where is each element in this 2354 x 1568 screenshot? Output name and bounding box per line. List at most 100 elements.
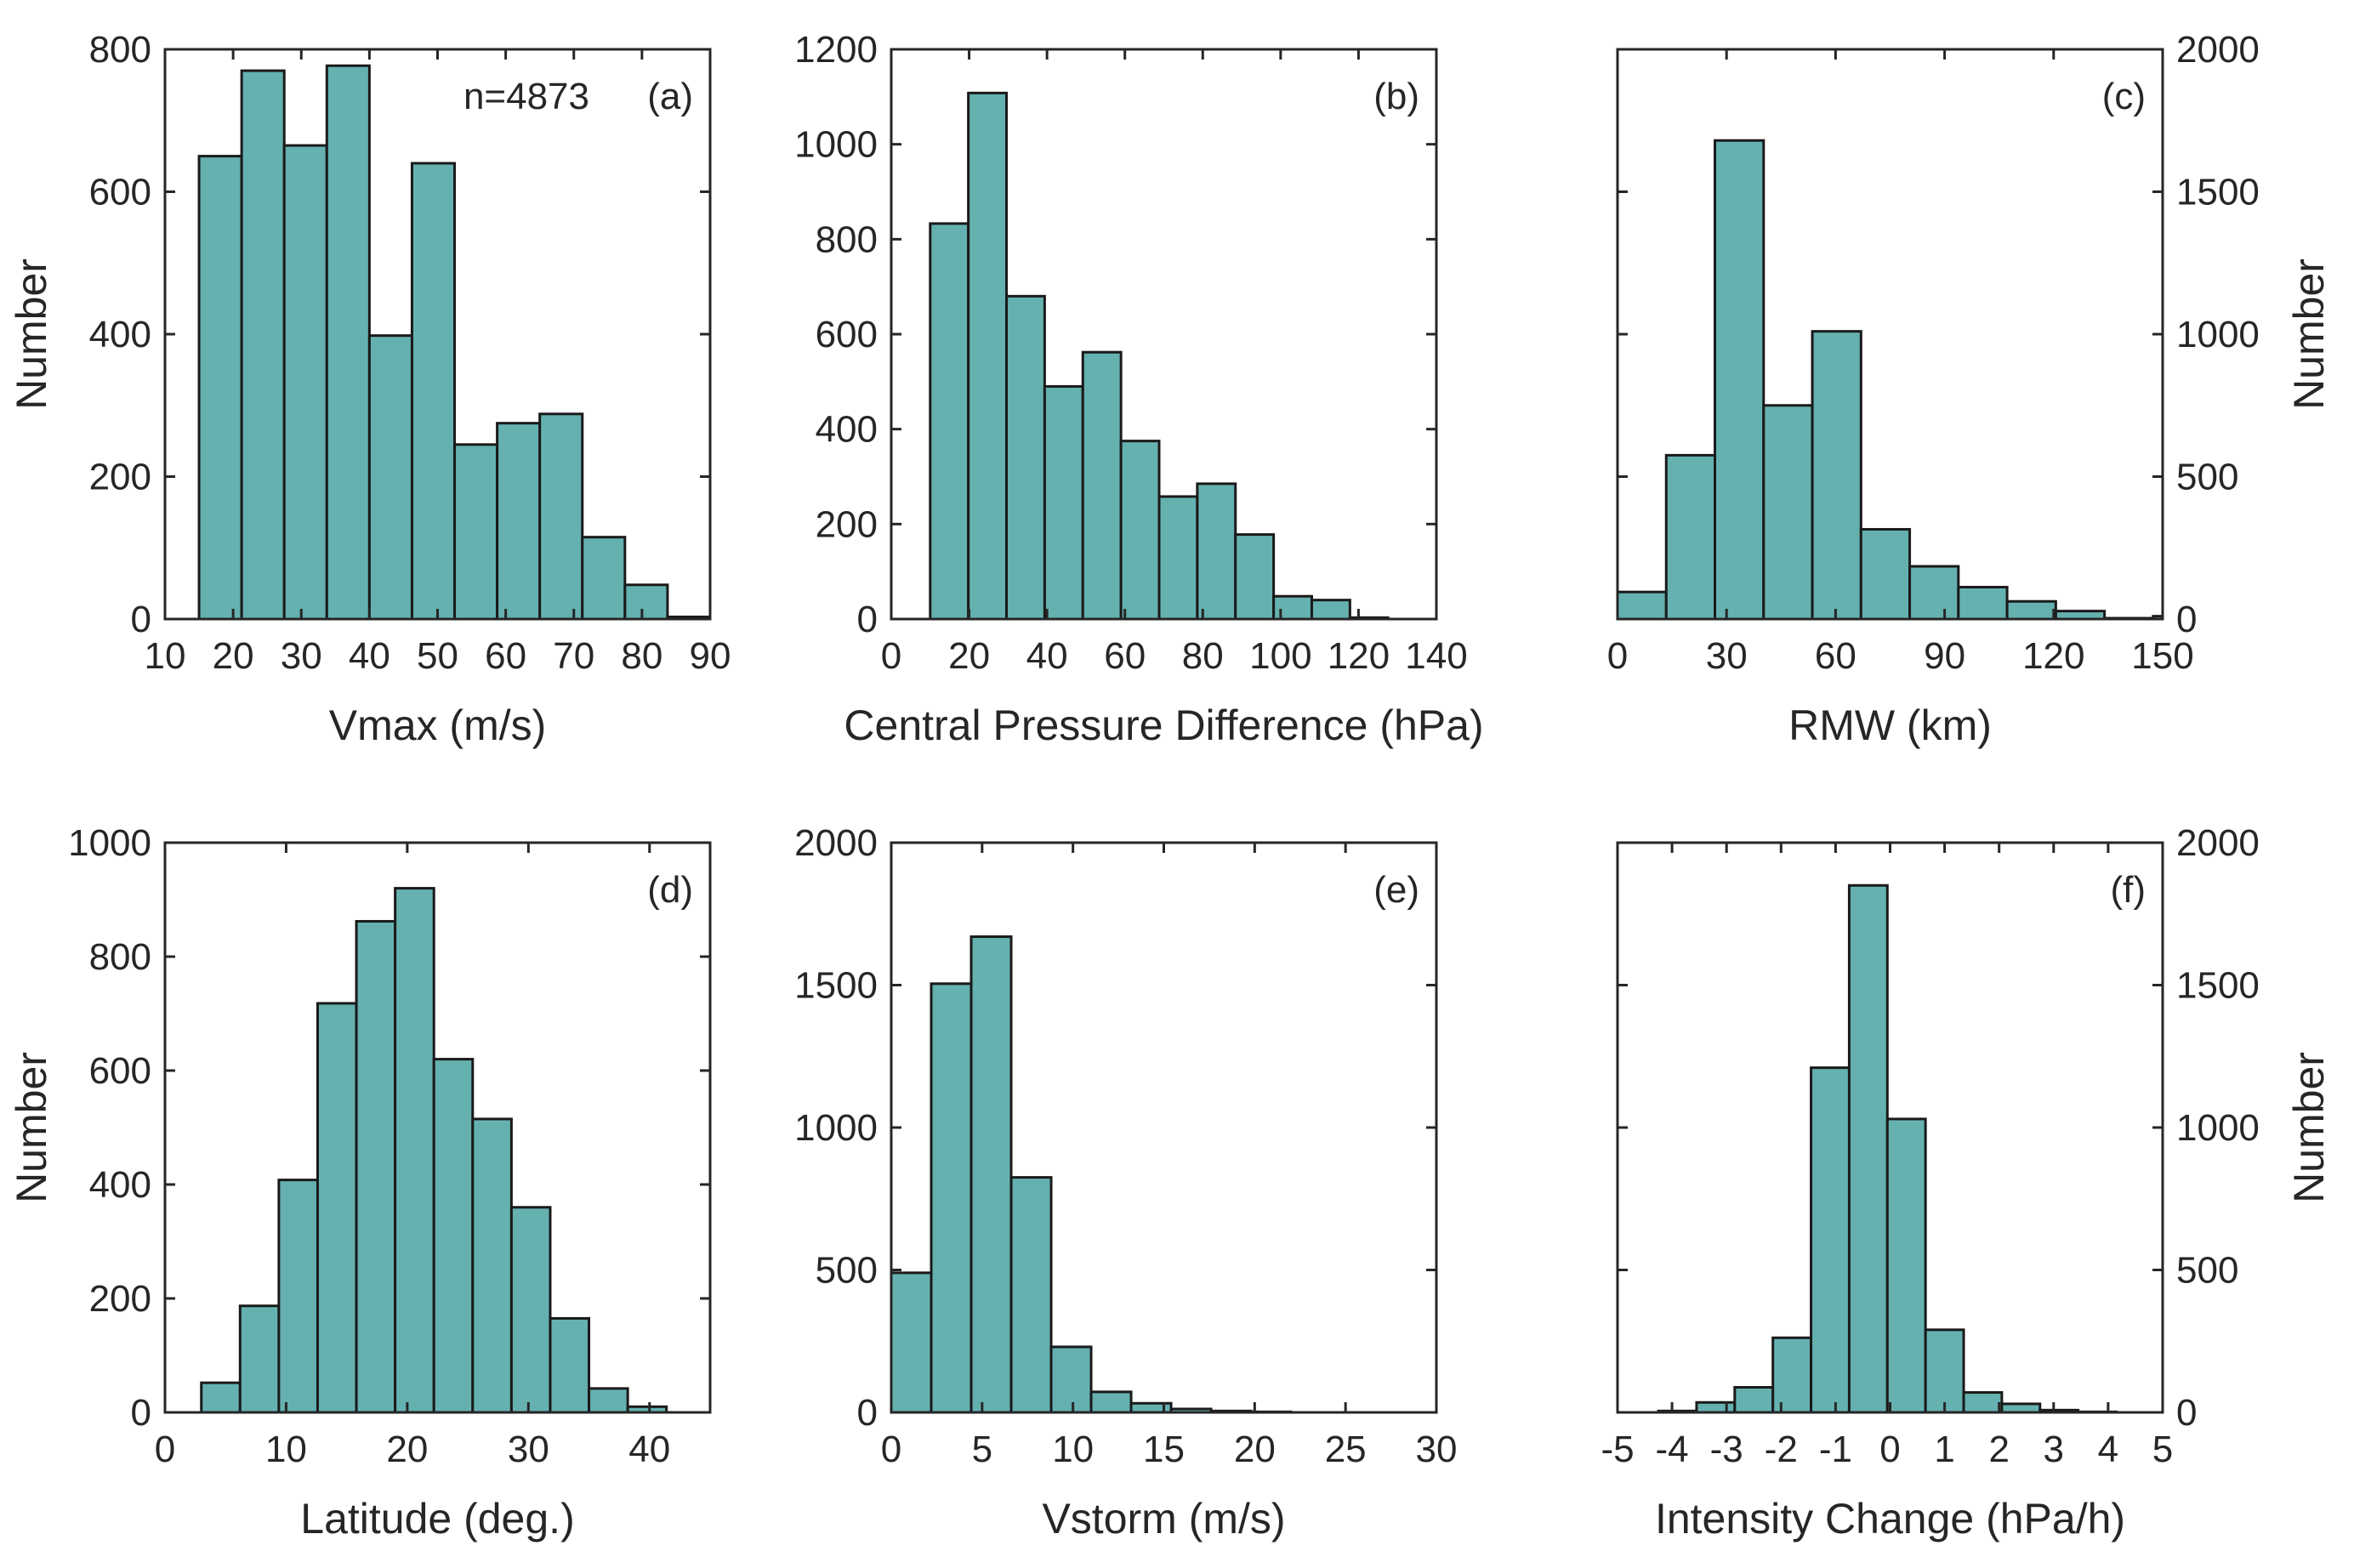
histogram-bar	[890, 1271, 933, 1414]
y-tick-label: 800	[816, 219, 878, 260]
x-tick-label: 0	[155, 1429, 175, 1470]
histogram-bar	[432, 1058, 475, 1414]
y-tick-label: 0	[857, 599, 878, 640]
y-tick-label: 0	[131, 599, 151, 640]
histogram-bar	[1009, 1176, 1053, 1414]
panel-label: (d)	[647, 869, 693, 911]
sample-size-annotation: n=4873	[463, 76, 589, 117]
histogram-bar	[1119, 440, 1161, 621]
y-tick-label: 1500	[2176, 172, 2260, 213]
panel-label: (a)	[647, 76, 693, 117]
histogram-bar	[238, 1304, 281, 1414]
y-tick-label: 1500	[2176, 965, 2260, 1007]
y-axis-title: Number	[8, 1052, 55, 1203]
x-tick-label: -2	[1765, 1429, 1798, 1470]
y-tick-label: 200	[89, 457, 151, 498]
y-tick-label: 800	[89, 29, 151, 71]
x-tick-label: 90	[1924, 635, 1965, 677]
x-tick-label: 0	[881, 635, 901, 677]
histogram-bar	[538, 412, 584, 621]
histogram-bar	[394, 887, 435, 1414]
x-tick-label: 0	[881, 1429, 901, 1470]
histogram-bar	[197, 155, 243, 621]
histogram-bar	[471, 1117, 513, 1414]
x-tick-label: 3	[2044, 1429, 2064, 1470]
histogram-bar	[453, 443, 499, 621]
panel-label: (c)	[2102, 76, 2146, 117]
histogram-bar	[200, 1381, 242, 1414]
histogram-bar	[316, 1002, 358, 1414]
histogram-bar	[1616, 590, 1668, 621]
y-tick-label: 1000	[794, 124, 878, 166]
x-tick-label: -4	[1656, 1429, 1689, 1470]
y-tick-label: 500	[2176, 1250, 2238, 1292]
histogram-bar	[1908, 565, 1960, 621]
x-tick-label: 60	[1815, 635, 1856, 677]
x-tick-label: 60	[1104, 635, 1146, 677]
y-tick-label: 2000	[2176, 822, 2260, 864]
x-axis-title: Vstorm (m/s)	[1042, 1495, 1285, 1542]
histogram-bar	[967, 91, 1009, 621]
x-axis-title: Vmax (m/s)	[329, 702, 547, 749]
x-axis-title: Central Pressure Difference (hPa)	[844, 702, 1483, 749]
histogram-bar	[1714, 139, 1766, 621]
y-tick-label: 200	[816, 503, 878, 545]
histogram-bar	[1962, 1391, 2004, 1414]
x-axis-title: Intensity Change (hPa/h)	[1655, 1495, 2125, 1542]
x-tick-label: 25	[1325, 1429, 1367, 1470]
y-tick-label: 600	[89, 172, 151, 213]
x-tick-label: 10	[145, 635, 186, 677]
y-tick-label: 600	[89, 1050, 151, 1092]
histogram-bar	[509, 1206, 552, 1414]
chart-panel-f: -5 -4 -3 -2 -1 0 1 2 3 4 50500100015002000Intensit…	[1601, 822, 2333, 1542]
histogram-bar	[929, 222, 970, 621]
histogram-bar	[1924, 1328, 1965, 1414]
x-tick-label: -5	[1601, 1429, 1634, 1470]
y-tick-label: 1000	[2176, 314, 2260, 355]
y-tick-label: 200	[89, 1278, 151, 1320]
x-tick-label: 50	[417, 635, 458, 677]
x-tick-label: 40	[1026, 635, 1068, 677]
y-tick-label: 1000	[794, 1107, 878, 1149]
x-tick-label: 10	[1052, 1429, 1094, 1470]
x-tick-label: 1	[1934, 1429, 1954, 1470]
y-tick-label: 1000	[68, 822, 151, 864]
histogram-bar	[1733, 1386, 1775, 1414]
y-tick-label: 500	[816, 1250, 878, 1292]
histogram-bar	[2000, 1402, 2042, 1414]
y-tick-label: 1500	[794, 965, 878, 1007]
x-axis-title: Latitude (deg.)	[300, 1495, 574, 1542]
x-tick-label: 120	[1328, 635, 1390, 677]
x-tick-label: -3	[1710, 1429, 1743, 1470]
x-tick-label: -1	[1819, 1429, 1852, 1470]
x-tick-label: 30	[1416, 1429, 1458, 1470]
histogram-bar	[282, 144, 328, 621]
x-tick-label: 20	[948, 635, 990, 677]
histogram-bar	[367, 334, 413, 621]
histogram-bar	[1957, 585, 2009, 621]
histogram-bar	[1234, 533, 1276, 621]
x-tick-label: 30	[1706, 635, 1748, 677]
histogram-bar	[1811, 330, 1862, 621]
axes-frame	[163, 841, 712, 1414]
x-tick-label: 0	[1879, 1429, 1900, 1470]
y-axis-title: Number	[2285, 258, 2333, 410]
y-tick-label: 0	[2176, 599, 2197, 640]
histogram-bar	[588, 1387, 629, 1414]
histogram-bar	[496, 422, 542, 621]
y-tick-label: 2000	[2176, 29, 2260, 71]
x-tick-label: 70	[553, 635, 594, 677]
x-tick-label: 20	[213, 635, 254, 677]
histogram-bar	[1310, 599, 1351, 621]
y-tick-label: 400	[89, 314, 151, 355]
x-axis-title: RMW (km)	[1788, 702, 1992, 749]
histogram-bar	[1847, 883, 1889, 1414]
histogram-bar	[549, 1316, 591, 1414]
chart-panel-a: 10 20 30 40 50 60 70 80 90 0 200 400 600 800 Vmax (m/s…	[8, 29, 731, 749]
histogram-bar	[1885, 1117, 1927, 1414]
histogram-bar	[1043, 384, 1084, 621]
y-axis-title: Number	[2285, 1052, 2333, 1203]
histogram-bar	[623, 583, 669, 621]
